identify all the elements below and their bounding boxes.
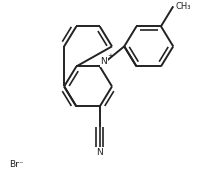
Text: +: + (107, 53, 113, 59)
Text: Br⁻: Br⁻ (10, 160, 24, 169)
Text: N: N (96, 148, 103, 157)
Text: N: N (100, 57, 107, 66)
Text: CH₃: CH₃ (175, 2, 191, 11)
